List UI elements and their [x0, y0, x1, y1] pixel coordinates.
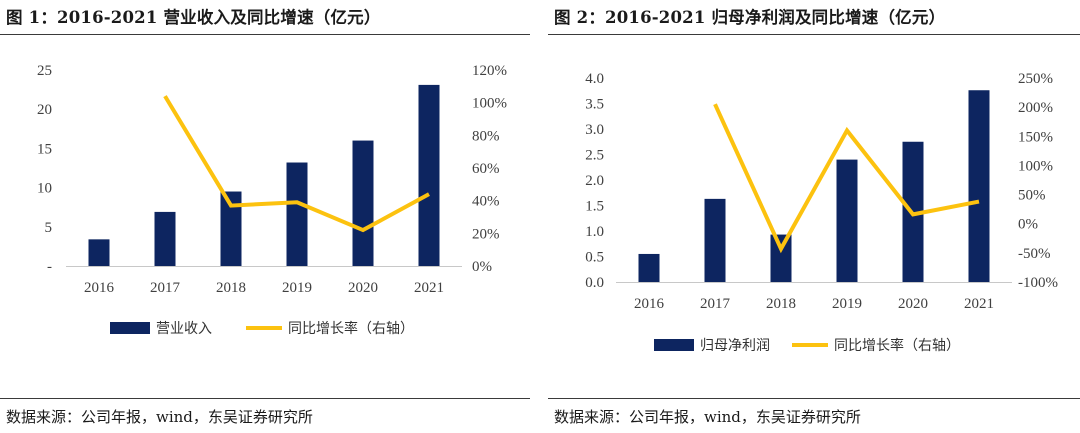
x-tick-label: 2017 — [700, 296, 731, 312]
y-right-tick-label: 120% — [472, 63, 507, 79]
y-right-tick-label: 100% — [472, 96, 507, 112]
y-left-tick-label: 3.5 — [585, 97, 604, 113]
y-right-tick-label: 150% — [1018, 129, 1053, 145]
y-right-tick-label: 0% — [1018, 217, 1038, 233]
bar — [352, 140, 374, 266]
y-left-tick-label: 10 — [37, 181, 52, 197]
x-tick-label: 2020 — [898, 296, 928, 312]
y-right-tick-label: 50% — [1018, 188, 1046, 204]
y-right-tick-label: -50% — [1018, 246, 1051, 262]
bar — [836, 159, 858, 282]
legend-label-line: 同比增长率（右轴） — [288, 320, 414, 337]
bar — [88, 239, 110, 266]
bar — [968, 90, 990, 282]
y-left-tick-label: 15 — [37, 141, 52, 157]
bar — [704, 198, 726, 282]
y-left-tick-label: 0.0 — [585, 275, 604, 291]
title-divider — [548, 34, 1080, 35]
y-left-tick-label: 3.0 — [585, 122, 604, 138]
growth-line — [163, 95, 430, 233]
x-tick-label: 2018 — [766, 296, 796, 312]
bar — [770, 234, 792, 282]
y-left-tick-label: 4.0 — [585, 71, 604, 87]
source-divider — [548, 398, 1080, 399]
y-left-tick-label: 2.5 — [585, 148, 604, 164]
legend-label-bar: 营业收入 — [156, 321, 212, 337]
y-left-tick-label: 0.5 — [585, 250, 604, 266]
source-note: 数据来源：公司年报，wind，东吴证券研究所 — [6, 408, 313, 426]
chart-panel-revenue: 图 1：2016-2021 营业收入及同比增速（亿元） - 5 10 15 20 25 0%… — [0, 0, 530, 433]
y-right-tick-label: 20% — [472, 226, 500, 242]
x-tick-label: 2021 — [414, 280, 444, 296]
y-right-tick-label: 0% — [472, 259, 492, 275]
y-right-tick-label: 100% — [1018, 158, 1053, 174]
x-tick-label: 2016 — [84, 280, 115, 296]
x-tick-label: 2016 — [634, 296, 665, 312]
x-tick-label: 2017 — [150, 280, 181, 296]
x-tick-label: 2018 — [216, 280, 246, 296]
legend-swatch-bar — [654, 339, 694, 351]
y-left-tick-label: 1.5 — [585, 199, 604, 215]
chart-title: 图 2：2016-2021 归母净利润及同比增速（亿元） — [554, 8, 946, 27]
bar — [286, 162, 308, 266]
chart-panel-net-profit: 图 2：2016-2021 归母净利润及同比增速（亿元） 0.0 0.5 1.0 1.… — [548, 0, 1080, 433]
bar — [638, 253, 660, 282]
x-tick-label: 2019 — [282, 280, 312, 296]
y-right-tick-label: 60% — [472, 161, 500, 177]
bar — [220, 191, 242, 266]
y-left-tick-label: 5 — [45, 220, 53, 236]
legend-label-line: 同比增长率（右轴） — [834, 337, 960, 354]
y-right-tick-label: 80% — [472, 128, 500, 144]
x-tick-label: 2019 — [832, 296, 862, 312]
revenue-chart: - 5 10 15 20 25 0% 20% 40% 60% 80% 100% 120% 2016 2017… — [37, 63, 507, 337]
growth-line — [713, 103, 980, 254]
y-left-tick-label: 25 — [37, 63, 52, 79]
y-right-tick-label: 250% — [1018, 71, 1053, 87]
x-tick-label: 2020 — [348, 280, 378, 296]
y-left-tick-label: - — [47, 259, 52, 275]
y-left-tick-label: 2.0 — [585, 173, 604, 189]
source-divider — [0, 398, 530, 399]
y-left-tick-label: 1.0 — [585, 224, 604, 240]
legend-label-bar: 归母净利润 — [700, 337, 770, 354]
y-right-tick-label: -100% — [1018, 275, 1058, 291]
bar — [154, 211, 176, 266]
chart-title: 图 1：2016-2021 营业收入及同比增速（亿元） — [6, 8, 381, 27]
bar — [418, 84, 440, 266]
source-note: 数据来源：公司年报，wind，东吴证券研究所 — [554, 408, 861, 426]
x-tick-label: 2021 — [964, 296, 994, 312]
title-divider — [0, 34, 530, 35]
y-right-tick-label: 40% — [472, 194, 500, 210]
legend-swatch-bar — [110, 322, 150, 334]
net-profit-chart: 0.0 0.5 1.0 1.5 2.0 2.5 3.0 3.5 4.0 -100% -50% 0% 50… — [585, 71, 1058, 354]
y-left-tick-label: 20 — [37, 102, 52, 118]
y-right-tick-label: 200% — [1018, 100, 1053, 116]
